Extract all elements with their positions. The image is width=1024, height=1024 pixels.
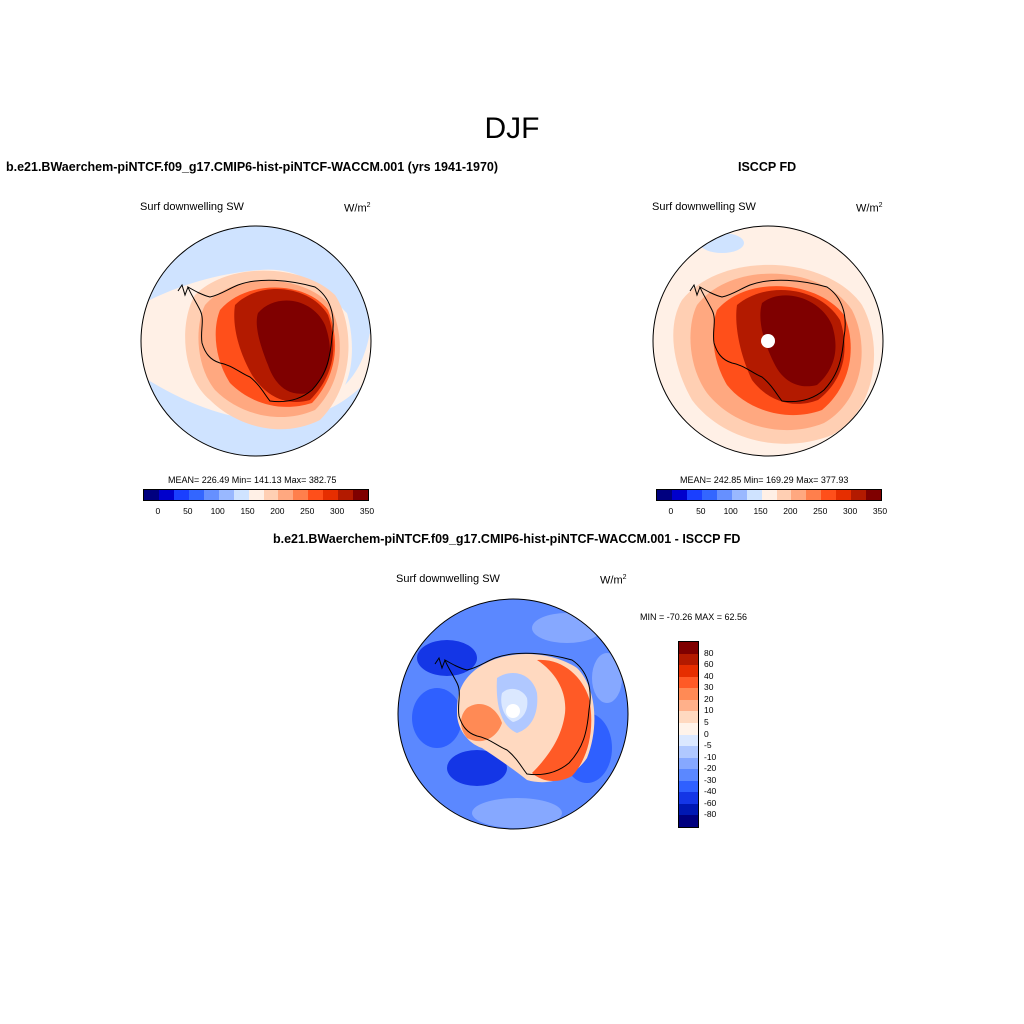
panel-2-stats: MEAN= 242.85 Min= 169.29 Max= 377.93 bbox=[680, 475, 849, 485]
panel-3-map bbox=[397, 598, 629, 830]
colorbar-tick-label: 40 bbox=[704, 670, 714, 681]
colorbar-tick-label: 10 bbox=[704, 705, 714, 716]
colorbar-swatch bbox=[218, 490, 234, 500]
panel-2-variable-label: Surf downwelling SW bbox=[652, 201, 756, 213]
colorbar-swatch bbox=[657, 490, 672, 500]
colorbar-tick-label: 200 bbox=[783, 506, 798, 516]
colorbar-swatch bbox=[761, 490, 777, 500]
colorbar-swatch bbox=[679, 746, 698, 758]
colorbar-swatch bbox=[679, 757, 698, 770]
colorbar-swatch bbox=[806, 490, 822, 500]
panel-2-colorbar-ticks: 0 50 100 150 200 250 300 350 bbox=[656, 506, 888, 518]
panel-1-stats: MEAN= 226.49 Min= 141.13 Max= 382.75 bbox=[168, 475, 337, 485]
colorbar-swatch bbox=[323, 490, 339, 500]
panel-1-variable-label: Surf downwelling SW bbox=[140, 201, 244, 213]
colorbar-tick-label: 0 bbox=[668, 506, 674, 516]
colorbar-swatch bbox=[353, 490, 369, 500]
panel-3-units: W/m2 bbox=[600, 574, 627, 587]
colorbar-swatch bbox=[203, 490, 219, 500]
colorbar-tick-label: 250 bbox=[300, 506, 315, 516]
colorbar-swatch bbox=[679, 711, 698, 723]
colorbar-tick-label: -80 bbox=[704, 809, 717, 820]
colorbar-tick-label: -10 bbox=[704, 751, 717, 762]
colorbar-swatch bbox=[851, 490, 867, 500]
colorbar-tick-label: 50 bbox=[183, 506, 193, 516]
panel-1-map bbox=[140, 225, 372, 457]
colorbar-swatch bbox=[821, 490, 837, 500]
colorbar-swatch bbox=[716, 490, 732, 500]
colorbar-tick-label: 100 bbox=[210, 506, 225, 516]
colorbar-tick-label: -20 bbox=[704, 763, 717, 774]
panel-3-stats: MIN = -70.26 MAX = 62.56 bbox=[640, 612, 748, 622]
colorbar-swatch bbox=[679, 792, 698, 804]
colorbar-swatch bbox=[686, 490, 702, 500]
colorbar-swatch bbox=[679, 722, 698, 735]
colorbar-tick-label: 150 bbox=[753, 506, 768, 516]
colorbar-swatch bbox=[278, 490, 294, 500]
colorbar-swatch bbox=[679, 699, 698, 712]
colorbar-tick-label: 300 bbox=[843, 506, 858, 516]
colorbar-swatch bbox=[679, 780, 698, 793]
colorbar-tick-label: 80 bbox=[704, 647, 714, 658]
colorbar-tick-label: 5 bbox=[704, 716, 709, 727]
colorbar-swatch bbox=[679, 815, 698, 827]
colorbar-swatch bbox=[144, 490, 159, 500]
colorbar-swatch bbox=[293, 490, 309, 500]
panel-2-title: ISCCP FD bbox=[738, 160, 797, 174]
colorbar-swatch bbox=[679, 665, 698, 677]
colorbar-swatch bbox=[776, 490, 792, 500]
panel-1-units: W/m2 bbox=[344, 202, 371, 215]
colorbar-tick-label: 0 bbox=[704, 728, 709, 739]
colorbar-tick-label: -40 bbox=[704, 786, 717, 797]
colorbar-swatch bbox=[731, 490, 747, 500]
colorbar-swatch bbox=[791, 490, 807, 500]
colorbar-tick-label: 30 bbox=[704, 682, 714, 693]
colorbar-swatch bbox=[746, 490, 762, 500]
colorbar-tick-label: 350 bbox=[872, 506, 888, 516]
colorbar-swatch bbox=[679, 653, 698, 666]
colorbar-swatch bbox=[338, 490, 354, 500]
colorbar-swatch bbox=[679, 769, 698, 781]
colorbar-tick-label: 250 bbox=[813, 506, 828, 516]
colorbar-swatch bbox=[679, 676, 698, 689]
colorbar-tick-label: 60 bbox=[704, 659, 714, 670]
colorbar-tick-label: -60 bbox=[704, 797, 717, 808]
colorbar-swatch bbox=[679, 688, 698, 700]
panel-3-colorbar bbox=[678, 641, 699, 828]
panel-1-colorbar bbox=[143, 489, 369, 501]
colorbar-swatch bbox=[679, 803, 698, 816]
panel-2-map bbox=[652, 225, 884, 457]
panel-3-colorbar-ticks: 80 60 40 30 20 10 5 0 -5 -10 -20 -30 -40 -60 -80 bbox=[704, 641, 734, 826]
colorbar-swatch bbox=[308, 490, 324, 500]
colorbar-tick-label: 0 bbox=[155, 506, 161, 516]
colorbar-swatch bbox=[701, 490, 717, 500]
colorbar-swatch bbox=[188, 490, 204, 500]
colorbar-swatch bbox=[866, 490, 882, 500]
colorbar-swatch bbox=[679, 642, 698, 654]
colorbar-tick-label: -30 bbox=[704, 774, 717, 785]
colorbar-tick-label: 200 bbox=[270, 506, 285, 516]
colorbar-tick-label: 20 bbox=[704, 693, 714, 704]
panel-3-title: b.e21.BWaerchem-piNTCF.f09_g17.CMIP6-his… bbox=[273, 532, 741, 546]
colorbar-swatch bbox=[233, 490, 249, 500]
panel-3-variable-label: Surf downwelling SW bbox=[396, 573, 500, 585]
colorbar-swatch bbox=[263, 490, 279, 500]
colorbar-swatch bbox=[158, 490, 174, 500]
panel-2-colorbar bbox=[656, 489, 882, 501]
colorbar-tick-label: 150 bbox=[240, 506, 255, 516]
colorbar-tick-label: 300 bbox=[330, 506, 345, 516]
figure-title: DJF bbox=[484, 112, 540, 145]
colorbar-swatch bbox=[248, 490, 264, 500]
colorbar-swatch bbox=[671, 490, 687, 500]
colorbar-tick-label: 350 bbox=[359, 506, 375, 516]
colorbar-swatch bbox=[173, 490, 189, 500]
panel-2-units: W/m2 bbox=[856, 202, 883, 215]
colorbar-tick-label: -5 bbox=[704, 740, 712, 751]
colorbar-swatch bbox=[836, 490, 852, 500]
colorbar-tick-label: 100 bbox=[723, 506, 738, 516]
panel-1-colorbar-ticks: 0 50 100 150 200 250 300 350 bbox=[143, 506, 375, 518]
colorbar-swatch bbox=[679, 734, 698, 747]
colorbar-tick-label: 50 bbox=[696, 506, 706, 516]
panel-1-title: b.e21.BWaerchem-piNTCF.f09_g17.CMIP6-his… bbox=[6, 160, 499, 174]
